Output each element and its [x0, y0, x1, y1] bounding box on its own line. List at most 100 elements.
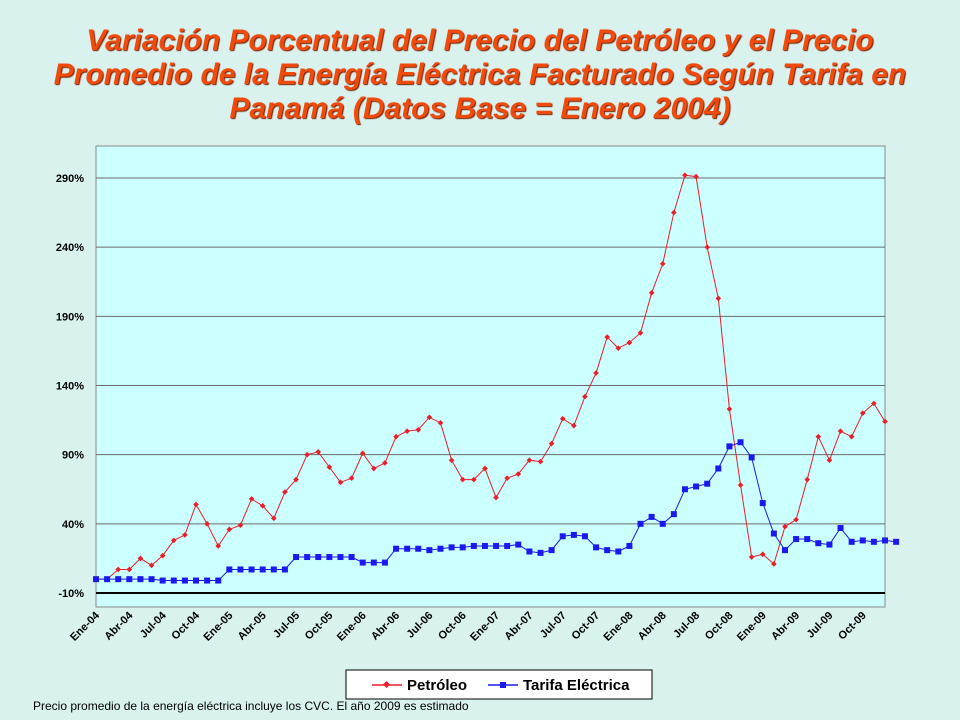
series-0-point-4	[137, 555, 144, 562]
series-0-point-23	[348, 475, 355, 482]
series-1-point-61	[770, 530, 777, 537]
x-tick-label-14: Jul-07	[538, 610, 569, 641]
series-0-point-8	[182, 532, 188, 538]
series-0-point-47	[615, 345, 622, 351]
x-tick-label-18: Jul-08	[671, 610, 702, 641]
series-1-point-16	[270, 566, 277, 573]
series-0-point-25	[370, 465, 377, 472]
series-1-point-32	[448, 544, 455, 551]
series-0-point-40	[537, 458, 544, 465]
series-1-point-40	[537, 549, 544, 556]
series-0-point-12	[226, 526, 233, 533]
series-1-point-18	[293, 554, 300, 561]
y-tick-label-5: 40%	[62, 519, 84, 531]
series-1-point-70	[870, 538, 877, 545]
series-1-point-43	[570, 531, 577, 538]
series-1-point-54	[693, 483, 700, 490]
series-1-point-2	[115, 576, 122, 583]
x-tick-label-0: Ene-04	[68, 609, 103, 644]
series-1-point-41	[548, 547, 555, 554]
legend-label-petroleo: Petróleo	[407, 677, 467, 694]
series-1-point-52	[670, 511, 677, 518]
series-1-point-62	[781, 547, 788, 554]
x-tick-label-17: Abr-08	[636, 610, 669, 643]
x-tick-label-6: Jul-05	[271, 610, 302, 641]
series-1-point-49	[637, 520, 644, 527]
series-0-point-38	[515, 471, 522, 477]
series-0-point-56	[715, 295, 722, 302]
series-1-point-22	[337, 554, 344, 561]
series-1-point-12	[226, 566, 233, 573]
legend: Petróleo Tarifa Eléctrica	[345, 669, 653, 700]
series-1-point-50	[648, 513, 655, 520]
series-0-point-58	[737, 482, 744, 488]
x-tick-label-11: Oct-06	[436, 610, 469, 643]
series-0-point-28	[404, 428, 410, 434]
y-tick-label-2: 190%	[56, 311, 84, 323]
series-1-point-3	[126, 576, 133, 583]
series-1-point-42	[559, 533, 566, 540]
series-0-point-69	[859, 410, 866, 416]
series-1-point-33	[459, 544, 466, 551]
x-tick-label-21: Abr-09	[769, 610, 802, 643]
x-tick-label-8: Ene-06	[335, 610, 369, 644]
series-0-point-26	[382, 460, 388, 466]
series-1-point-17	[281, 566, 288, 573]
x-tick-label-3: Oct-04	[169, 609, 202, 642]
series-0-point-65	[815, 433, 822, 440]
legend-marker-tarifa	[500, 682, 506, 688]
series-0-point-51	[659, 260, 666, 267]
series-0-point-17	[282, 489, 288, 495]
x-tick-label-16: Ene-08	[602, 610, 636, 644]
chart-title-line-1: Variación Porcentual del Precio del Petr…	[86, 24, 874, 57]
x-tick-label-22: Jul-09	[805, 610, 836, 641]
x-tick-label-13: Abr-07	[502, 610, 535, 643]
legend-marker-petroleo	[382, 680, 391, 689]
series-1-point-59	[748, 454, 755, 461]
series-1-point-21	[326, 554, 333, 561]
series-0-point-50	[648, 289, 655, 296]
series-0-point-61	[771, 561, 777, 567]
series-0-point-3	[126, 566, 133, 573]
series-1-point-10	[204, 577, 211, 584]
series-0-point-13	[237, 522, 244, 529]
series-0-point-22	[337, 479, 344, 486]
series-1-point-51	[659, 520, 666, 527]
series-1-point-27	[393, 545, 400, 552]
series-1-point-15	[259, 566, 266, 573]
legend-label-tarifa: Tarifa Eléctrica	[523, 677, 630, 694]
series-1-point-14	[248, 566, 255, 573]
series-1-point-48	[626, 542, 633, 549]
series-0-point-29	[415, 426, 422, 433]
series-0-point-34	[471, 476, 477, 483]
series-1-point-20	[315, 554, 322, 561]
series-0-point-62	[782, 523, 788, 530]
footnote: Precio promedio de la energía eléctrica …	[33, 699, 469, 713]
series-1-point-23	[348, 554, 355, 561]
series-0-point-21	[326, 464, 333, 470]
x-tick-label-23: Oct-09	[836, 610, 869, 643]
series-0-point-35	[482, 465, 488, 472]
series-1-point-11	[215, 577, 222, 584]
series-0-point-24	[359, 450, 366, 457]
series-0-point-31	[437, 420, 444, 426]
series-1-point-39	[526, 548, 533, 555]
series-1-point-30	[426, 547, 433, 554]
x-tick-label-1: Abr-04	[102, 609, 136, 643]
series-0-point-15	[259, 503, 266, 509]
series-0-point-19	[304, 451, 310, 458]
chart-title-line-2: Promedio de la Energía Eléctrica Factura…	[53, 58, 907, 91]
series-1-point-45	[593, 544, 600, 551]
y-tick-label-6: -10%	[58, 588, 84, 600]
series-1-point-56	[715, 465, 722, 472]
x-tick-label-7: Oct-05	[303, 610, 336, 643]
series-0-point-53	[682, 172, 688, 179]
series-0-point-36	[493, 494, 499, 501]
series-0-point-55	[704, 244, 711, 250]
series-0-point-42	[559, 415, 566, 422]
series-1-point-53	[681, 486, 688, 493]
series-0-point-16	[270, 515, 277, 522]
series-1-point-28	[404, 545, 411, 552]
x-tick-label-12: Ene-07	[468, 610, 502, 644]
